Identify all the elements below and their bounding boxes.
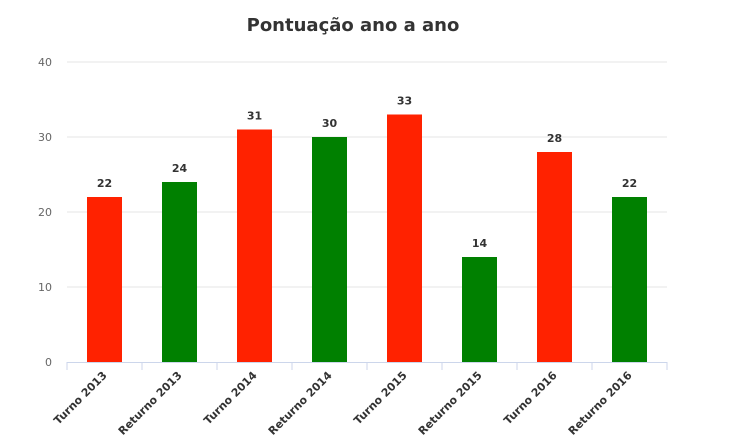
bars <box>87 114 647 363</box>
x-tick-label: Turno 2015 <box>351 369 409 427</box>
x-tick-label: Returno 2014 <box>266 369 335 438</box>
bar[interactable] <box>462 257 497 362</box>
y-tick-label: 10 <box>38 281 52 294</box>
x-tick-label: Turno 2016 <box>501 369 559 427</box>
grid-lines <box>67 61 667 288</box>
y-tick-label: 40 <box>38 56 52 69</box>
y-tick-label: 0 <box>45 356 52 369</box>
data-label: 14 <box>472 237 488 250</box>
x-tick-label: Returno 2013 <box>116 369 185 438</box>
data-labels: 22 24 31 30 33 14 28 22 <box>97 95 637 251</box>
data-label: 31 <box>247 110 262 123</box>
x-axis-ticks: Turno 2013 Returno 2013 Turno 2014 Returno … <box>51 369 635 438</box>
bar[interactable] <box>537 152 572 362</box>
x-tick-label: Turno 2013 <box>51 369 109 427</box>
x-tick-label: Turno 2014 <box>201 369 259 427</box>
bar[interactable] <box>237 129 272 363</box>
y-axis-ticks: 0 10 20 30 40 <box>38 56 52 369</box>
bar[interactable] <box>387 114 422 363</box>
bar[interactable] <box>612 197 647 362</box>
bar[interactable] <box>87 197 122 362</box>
data-label: 28 <box>547 132 562 145</box>
data-label: 24 <box>172 162 188 175</box>
y-tick-label: 20 <box>38 206 52 219</box>
bar[interactable] <box>312 137 347 362</box>
data-label: 22 <box>97 177 112 190</box>
chart-title: Pontuação ano a ano <box>247 15 460 36</box>
data-label: 30 <box>322 117 338 130</box>
data-label: 33 <box>397 95 412 108</box>
y-tick-label: 30 <box>38 131 52 144</box>
bar[interactable] <box>162 182 197 362</box>
x-axis-tick-marks <box>66 362 668 370</box>
data-label: 22 <box>622 177 637 190</box>
x-tick-label: Returno 2015 <box>416 369 485 438</box>
x-tick-label: Returno 2016 <box>566 369 635 438</box>
